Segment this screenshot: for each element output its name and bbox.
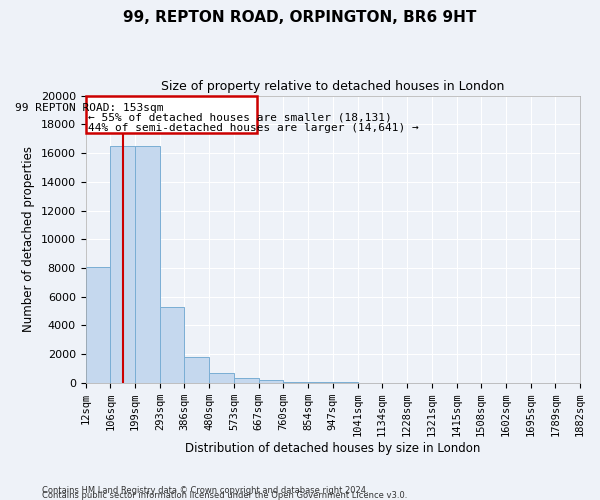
Text: Contains public sector information licensed under the Open Government Licence v3: Contains public sector information licen… (42, 491, 407, 500)
Title: Size of property relative to detached houses in London: Size of property relative to detached ho… (161, 80, 505, 93)
Bar (283, 382, 308, 383)
Bar (209, 373, 234, 383)
Bar (308, 382, 333, 383)
Text: Contains HM Land Registry data © Crown copyright and database right 2024.: Contains HM Land Registry data © Crown c… (42, 486, 368, 495)
X-axis label: Distribution of detached houses by size in London: Distribution of detached houses by size … (185, 442, 481, 455)
Text: 44% of semi-detached houses are larger (14,641) →: 44% of semi-detached houses are larger (… (88, 123, 419, 133)
Bar (110, 146, 135, 383)
Bar (184, 357, 209, 383)
Bar (234, 378, 259, 383)
Bar (135, 146, 160, 383)
Text: 99 REPTON ROAD: 153sqm: 99 REPTON ROAD: 153sqm (15, 104, 164, 114)
Bar (333, 382, 358, 383)
Bar (86, 266, 110, 383)
Text: ← 55% of detached houses are smaller (18,131): ← 55% of detached houses are smaller (18… (88, 113, 392, 123)
Y-axis label: Number of detached properties: Number of detached properties (22, 146, 35, 332)
Bar (160, 307, 184, 383)
Text: 99, REPTON ROAD, ORPINGTON, BR6 9HT: 99, REPTON ROAD, ORPINGTON, BR6 9HT (124, 10, 476, 25)
Bar (259, 380, 283, 383)
FancyBboxPatch shape (86, 96, 257, 133)
